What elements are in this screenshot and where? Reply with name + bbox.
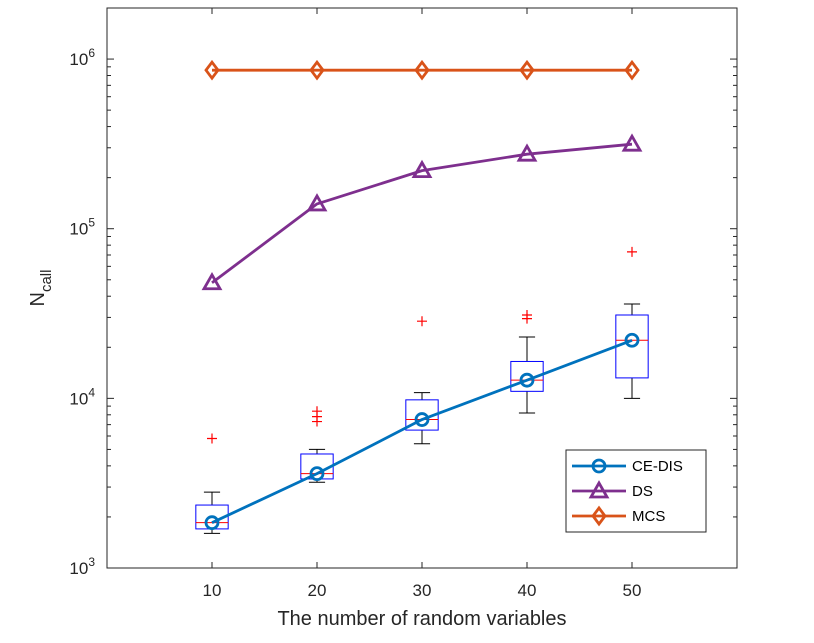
x-tick-label: 20 xyxy=(308,581,327,600)
legend-marker-ds xyxy=(588,480,610,499)
x-tick-label: 10 xyxy=(203,581,222,600)
data-point-ds xyxy=(201,271,223,291)
data-point-ds xyxy=(516,143,538,162)
series-line-ce-dis xyxy=(211,338,633,524)
legend-label-ds: DS xyxy=(632,483,653,500)
boxplots xyxy=(195,246,649,534)
legend: CE-DIS DS MCS xyxy=(565,449,707,533)
outlier-marker xyxy=(207,433,217,444)
x-axis-title: The number of random variables xyxy=(277,608,566,630)
legend-marker-mcs xyxy=(591,505,607,527)
box xyxy=(510,360,544,392)
data-point-ds xyxy=(306,193,328,212)
y-tick-label: 106 xyxy=(69,46,95,69)
data-point-ce-dis xyxy=(309,466,325,482)
y-tick-label: 103 xyxy=(69,555,95,578)
x-tick-label: 30 xyxy=(413,581,432,600)
outlier-marker xyxy=(417,316,427,327)
data-point-ce-dis xyxy=(204,515,220,531)
legend-marker-ce-dis xyxy=(591,458,607,474)
series-line-ds xyxy=(211,142,633,284)
data-point-ce-dis xyxy=(624,332,640,348)
y-tick-label: 105 xyxy=(69,216,95,239)
legend-label-mcs: MCS xyxy=(632,508,665,525)
outlier-marker xyxy=(522,309,532,320)
data-point-ce-dis xyxy=(414,412,430,427)
legend-label-ce-dis: CE-DIS xyxy=(632,458,683,475)
x-tick-label: 50 xyxy=(623,581,642,600)
data-point-mcs xyxy=(204,59,220,81)
axes: 10 20 30 40 50 103 104 105 106 The number of rand… xyxy=(27,7,737,630)
y-axis-title: Ncall xyxy=(27,270,55,307)
outlier-marker xyxy=(312,406,322,417)
y-tick-label: 104 xyxy=(69,385,95,408)
data-point-ce-dis xyxy=(519,372,535,388)
data-point-mcs xyxy=(624,59,640,81)
outlier-marker xyxy=(627,246,637,257)
data-point-ds xyxy=(621,133,643,152)
data-point-mcs xyxy=(414,59,430,81)
data-point-mcs xyxy=(309,59,325,81)
x-tick-label: 40 xyxy=(518,581,537,600)
data-point-ds xyxy=(411,159,433,179)
data-point-mcs xyxy=(519,59,535,81)
series-lines xyxy=(201,59,643,531)
